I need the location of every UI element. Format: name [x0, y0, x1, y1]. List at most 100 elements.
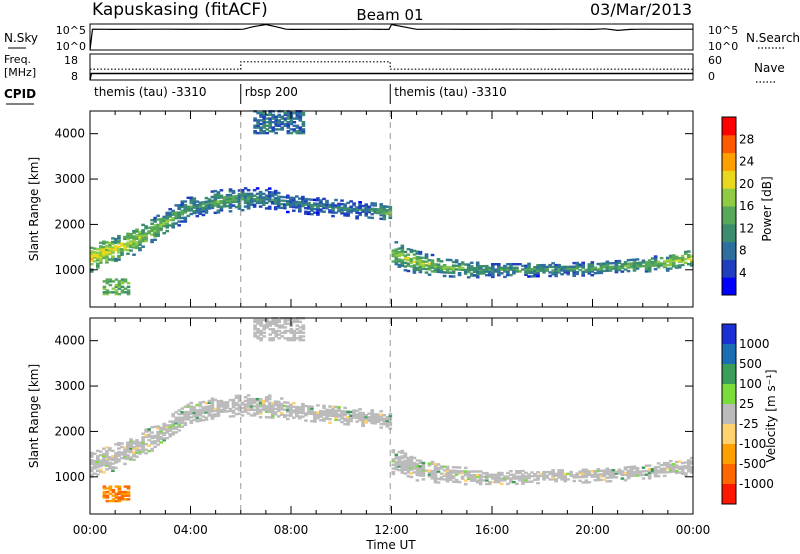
velocity-cell	[581, 468, 586, 472]
velocity-cell	[96, 460, 100, 464]
power-cell	[93, 254, 97, 258]
velocity-cell	[135, 446, 139, 449]
power-cell	[497, 273, 501, 277]
velocity-cell	[334, 413, 338, 416]
velocity-cell	[189, 408, 194, 412]
power-cell	[584, 268, 589, 272]
power-cell	[376, 208, 381, 211]
power-cell	[394, 252, 399, 255]
power-patch-cell	[301, 130, 306, 133]
velocity-cell	[237, 394, 242, 397]
power-patch-cell	[301, 124, 306, 128]
velocity-cell	[267, 403, 272, 406]
power-cell	[292, 200, 296, 203]
power-patch-cell	[120, 291, 125, 294]
velocity-cell	[96, 462, 100, 465]
velocity-cell	[406, 458, 411, 462]
velocity-patch-cell	[292, 318, 297, 322]
power-cell	[237, 203, 242, 207]
velocity-cell	[361, 424, 365, 428]
power-cell	[225, 194, 230, 197]
power-cell	[165, 220, 170, 224]
power-cell	[503, 270, 507, 273]
velocity-cell	[141, 441, 145, 445]
velocity-cell	[99, 459, 103, 462]
power-cell	[454, 268, 459, 271]
power-cell	[171, 218, 176, 222]
velocity-cell	[129, 449, 133, 452]
power-cell	[144, 237, 148, 241]
freq-bottom-tick: 8	[71, 70, 78, 83]
power-cell	[129, 249, 133, 252]
power-cell	[117, 245, 121, 249]
velocity-cell	[560, 469, 564, 472]
velocity-cell	[258, 399, 263, 403]
power-cell	[418, 265, 423, 268]
velocity-cell	[451, 475, 456, 478]
velocity-cell	[349, 419, 353, 423]
power-cell	[515, 270, 519, 273]
velocity-cell	[334, 416, 338, 420]
velocity-cell	[192, 415, 197, 418]
velocity-cell	[90, 459, 94, 462]
power-colorbar-frame	[721, 116, 737, 296]
power-cell	[264, 207, 269, 210]
power-cell	[379, 217, 384, 221]
velocity-cell	[626, 475, 631, 478]
power-cell	[406, 248, 411, 251]
power-cell	[261, 192, 266, 196]
velocity-cell	[397, 461, 402, 465]
velocity-patch-cell	[253, 324, 257, 327]
power-cell	[276, 204, 281, 208]
velocity-cell	[400, 455, 405, 458]
velocity-cell	[108, 465, 112, 468]
power-cell	[204, 196, 209, 200]
power-cell	[195, 214, 200, 218]
velocity-cell	[237, 407, 242, 410]
power-cell	[96, 253, 100, 257]
velocity-cell	[198, 412, 203, 415]
velocity-cell	[331, 409, 335, 412]
velocity-cell	[207, 410, 212, 414]
power-cell	[132, 238, 136, 242]
velocity-cell	[394, 464, 399, 467]
velocity-cell	[150, 440, 154, 443]
velocity-cell	[204, 409, 209, 412]
velocity-cell	[147, 428, 151, 431]
velocity-cell	[481, 479, 486, 482]
power-patch-cell	[259, 113, 263, 117]
velocity-patch-cell	[259, 337, 263, 340]
power-cell	[340, 212, 344, 215]
power-cell	[680, 254, 685, 258]
velocity-cell	[90, 455, 94, 458]
power-cell	[108, 245, 112, 249]
power-cell	[415, 252, 420, 255]
power-cell	[536, 267, 540, 271]
velocity-cell	[656, 469, 661, 472]
power-cell	[156, 227, 160, 230]
power-cell	[554, 274, 558, 278]
velocity-cell	[373, 422, 378, 425]
power-cell	[418, 269, 423, 272]
velocity-cell	[126, 446, 130, 450]
power-cell	[189, 198, 194, 201]
velocity-cell	[295, 411, 299, 414]
power-cell	[680, 258, 685, 261]
power-cell	[210, 190, 215, 193]
power-cell	[500, 268, 504, 271]
power-cell	[144, 236, 148, 239]
power-cell	[177, 213, 182, 216]
power-cell	[237, 194, 242, 198]
power-patch-cell	[298, 111, 303, 115]
velocity-cell	[310, 420, 314, 423]
velocity-cell	[147, 435, 151, 438]
power-cell	[352, 204, 356, 207]
velocity-cell	[599, 475, 604, 478]
velocity-cell	[270, 412, 275, 416]
power-cell	[412, 260, 417, 263]
velocity-cell	[210, 410, 215, 413]
power-cell	[500, 266, 504, 270]
power-cell	[120, 249, 124, 253]
power-colorbar-segment	[722, 241, 736, 260]
power-cell	[632, 269, 637, 272]
